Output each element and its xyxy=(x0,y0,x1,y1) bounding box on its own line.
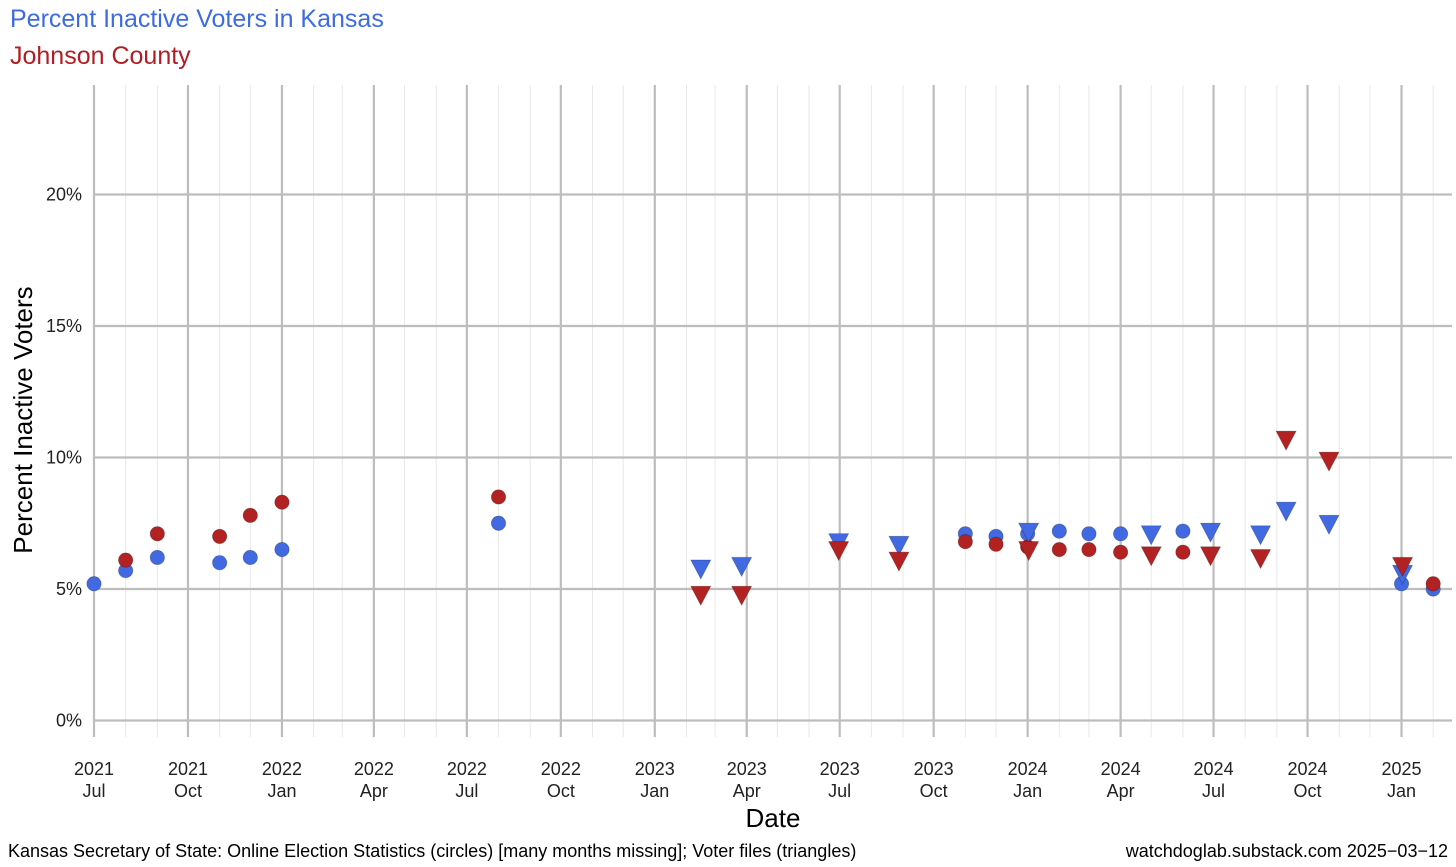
x-tick-month: Apr xyxy=(1107,781,1135,801)
x-tick-month: Oct xyxy=(547,781,575,801)
circle-point xyxy=(490,489,507,505)
circle-point xyxy=(212,528,228,545)
triangle-point xyxy=(1199,522,1222,543)
y-tick-label: 15% xyxy=(46,316,82,336)
x-tick-year: 2024 xyxy=(1008,759,1048,779)
y-tick-label: 0% xyxy=(56,711,82,731)
x-tick-year: 2024 xyxy=(1194,759,1234,779)
circle-point xyxy=(1113,526,1129,542)
credit-caption: watchdoglab.substack.com 2025−03−12 xyxy=(1125,841,1448,861)
circle-point xyxy=(1051,523,1067,539)
y-tick-label: 5% xyxy=(56,579,82,599)
chart-subtitle: Johnson County xyxy=(10,42,191,70)
triangle-point xyxy=(1018,522,1040,543)
triangle-point xyxy=(888,551,910,572)
triangle-point xyxy=(1018,541,1040,562)
circle-point xyxy=(86,576,102,592)
circle-point xyxy=(1175,544,1191,560)
circle-point xyxy=(118,552,134,568)
circle-point xyxy=(1175,523,1191,539)
x-tick-year: 2022 xyxy=(447,759,487,779)
triangle-point xyxy=(1140,525,1162,546)
triangle-point xyxy=(1249,549,1272,570)
triangle-point xyxy=(730,585,753,607)
triangle-point xyxy=(1199,546,1222,567)
x-axis-tick-labels: 2021Jul2021Oct2022Jan2022Apr2022Jul2022O… xyxy=(74,759,1422,801)
circle-point xyxy=(957,534,973,550)
triangle-point xyxy=(828,541,850,562)
triangle-point xyxy=(1275,430,1297,451)
x-tick-year: 2022 xyxy=(262,759,302,779)
circle-point xyxy=(212,555,228,571)
triangle-point xyxy=(888,535,910,557)
data-points xyxy=(86,430,1441,607)
circle-point xyxy=(490,515,507,531)
x-tick-month: Apr xyxy=(360,781,388,801)
source-caption: Kansas Secretary of State: Online Electi… xyxy=(8,841,857,861)
circle-point xyxy=(1113,544,1129,560)
triangle-point xyxy=(1391,556,1414,578)
triangle-point xyxy=(1318,451,1340,472)
x-tick-month: Jul xyxy=(828,781,851,801)
circle-point xyxy=(1051,541,1067,558)
circle-point xyxy=(988,536,1004,552)
x-tick-year: 2024 xyxy=(1288,759,1328,779)
y-tick-label: 20% xyxy=(46,185,82,205)
x-tick-month: Jul xyxy=(455,781,478,801)
x-tick-month: Jan xyxy=(1013,781,1042,801)
minor-gridlines xyxy=(93,85,1434,737)
triangle-point xyxy=(1318,514,1340,536)
x-tick-year: 2021 xyxy=(74,759,114,779)
triangle-point xyxy=(730,556,753,578)
circle-point xyxy=(149,549,165,566)
circle-point xyxy=(149,526,165,542)
triangle-point xyxy=(690,559,712,580)
x-tick-month: Jan xyxy=(1387,781,1416,801)
x-tick-year: 2023 xyxy=(635,759,675,779)
chart-title: Percent Inactive Voters in Kansas xyxy=(10,5,384,33)
triangle-point xyxy=(1275,501,1297,522)
x-tick-month: Apr xyxy=(733,781,761,801)
x-tick-month: Jan xyxy=(267,781,296,801)
circle-point xyxy=(1425,576,1441,592)
x-tick-year: 2021 xyxy=(168,759,208,779)
circle-point xyxy=(274,494,290,510)
major-gridlines xyxy=(92,85,1452,737)
x-tick-month: Oct xyxy=(920,781,948,801)
x-tick-year: 2022 xyxy=(541,759,581,779)
x-tick-year: 2023 xyxy=(820,759,860,779)
x-tick-year: 2023 xyxy=(914,759,954,779)
x-tick-month: Jul xyxy=(1202,781,1225,801)
y-axis-tick-labels: 0% 5% 10% 15% 20% xyxy=(46,185,82,731)
circle-point xyxy=(242,507,258,523)
circle-point xyxy=(1081,541,1097,558)
circle-point xyxy=(242,549,258,566)
x-axis-label: Date xyxy=(746,803,801,833)
x-tick-month: Jul xyxy=(82,781,105,801)
x-tick-month: Oct xyxy=(174,781,202,801)
x-tick-year: 2023 xyxy=(727,759,767,779)
circle-point xyxy=(274,541,290,558)
y-tick-label: 10% xyxy=(46,448,82,468)
x-tick-year: 2022 xyxy=(354,759,394,779)
triangle-point xyxy=(1249,525,1272,546)
triangle-point xyxy=(1140,546,1162,567)
x-tick-month: Jan xyxy=(640,781,669,801)
triangle-point xyxy=(690,585,712,607)
x-tick-month: Oct xyxy=(1294,781,1322,801)
circle-point xyxy=(1081,526,1097,542)
x-tick-year: 2024 xyxy=(1101,759,1141,779)
y-axis-label: Percent Inactive Voters xyxy=(8,286,38,553)
x-tick-year: 2025 xyxy=(1381,759,1421,779)
